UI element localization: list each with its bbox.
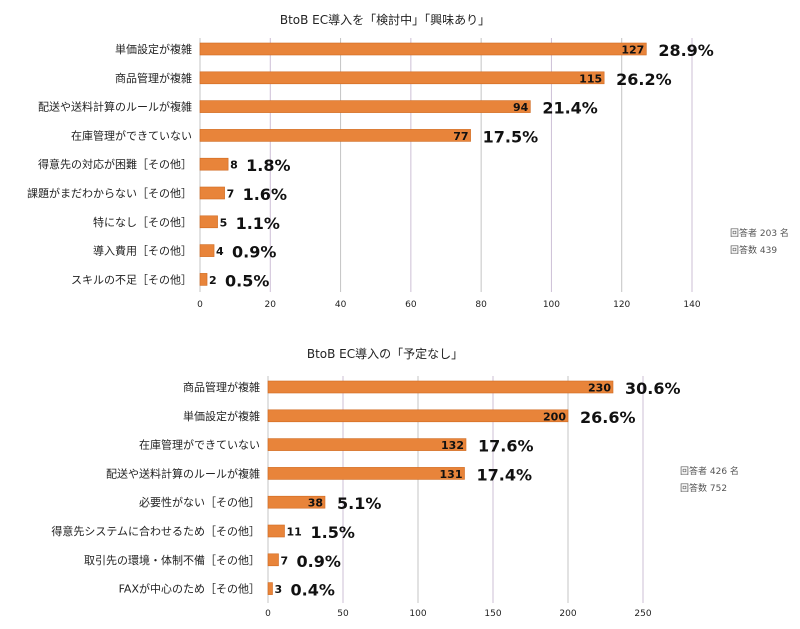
value-label: 94 <box>513 101 529 114</box>
percent-label: 0.5% <box>225 271 269 290</box>
bar <box>267 553 279 567</box>
percent-label: 5.1% <box>337 494 381 513</box>
x-tick-label: 140 <box>683 300 700 310</box>
category-label: 単価設定が複雑 <box>183 409 260 423</box>
chart-title: BtoB EC導入を「検討中」「興味あり」 <box>280 12 490 27</box>
x-tick-label: 0 <box>265 609 271 619</box>
bar <box>199 273 208 286</box>
value-label: 132 <box>441 439 464 452</box>
category-label: 得意先システムに合わせるため［その他］ <box>51 524 260 538</box>
category-label: 商品管理が複雑 <box>183 380 260 394</box>
value-label: 127 <box>621 44 644 57</box>
bar <box>199 157 229 171</box>
category-label: 必要性がない［その他］ <box>139 495 260 509</box>
percent-label: 0.4% <box>291 581 335 600</box>
percent-label: 1.1% <box>236 214 280 233</box>
x-tick-label: 0 <box>197 300 203 310</box>
respondent-note: 回答者 426 名 <box>680 465 739 477</box>
bar <box>267 467 465 480</box>
bar <box>199 129 471 142</box>
x-tick-label: 60 <box>405 300 417 310</box>
value-label: 4 <box>216 245 224 258</box>
value-label: 230 <box>588 382 611 395</box>
x-tick-label: 120 <box>613 300 630 310</box>
bar <box>267 524 285 538</box>
percent-label: 30.6% <box>625 379 681 398</box>
respondent-note: 回答数 439 <box>730 244 777 256</box>
bar <box>267 582 273 595</box>
category-label: 在庫管理ができていない <box>71 128 192 142</box>
percent-label: 1.6% <box>243 185 287 204</box>
value-label: 115 <box>579 72 602 85</box>
chart-title: BtoB EC導入の「予定なし」 <box>307 346 463 361</box>
x-tick-label: 250 <box>634 609 651 619</box>
value-label: 7 <box>227 188 235 201</box>
percent-label: 0.9% <box>297 552 341 571</box>
category-label: 配送や送料計算のルールが複雑 <box>38 100 192 114</box>
percent-label: 26.2% <box>616 70 672 89</box>
bar <box>199 71 605 85</box>
respondent-note: 回答者 203 名 <box>730 227 789 239</box>
value-label: 131 <box>440 468 463 481</box>
value-label: 2 <box>209 274 217 287</box>
x-tick-label: 80 <box>475 300 487 310</box>
value-label: 11 <box>287 526 302 539</box>
bar <box>199 215 218 229</box>
category-label: 得意先の対応が困難［その他］ <box>38 157 192 171</box>
category-label: 導入費用［その他］ <box>93 244 192 258</box>
value-label: 3 <box>275 583 283 596</box>
bar <box>267 438 467 451</box>
value-label: 7 <box>281 554 289 567</box>
percent-label: 17.6% <box>478 437 534 456</box>
percent-label: 28.9% <box>658 41 714 60</box>
bar <box>267 409 569 423</box>
value-label: 5 <box>220 216 228 229</box>
x-tick-label: 20 <box>265 300 277 310</box>
percent-label: 17.5% <box>483 127 539 146</box>
bar <box>267 380 614 394</box>
category-label: 特になし［その他］ <box>93 215 192 229</box>
respondent-note: 回答数 752 <box>680 482 727 494</box>
percent-label: 17.4% <box>477 465 533 484</box>
x-tick-label: 100 <box>543 300 560 310</box>
x-tick-label: 100 <box>409 609 426 619</box>
percent-label: 0.9% <box>232 243 276 262</box>
value-label: 38 <box>308 497 323 510</box>
x-tick-label: 150 <box>484 609 501 619</box>
x-tick-label: 200 <box>559 609 576 619</box>
category-label: スキルの不足［その他］ <box>71 273 192 286</box>
category-label: 配送や送料計算のルールが複雑 <box>106 466 260 480</box>
bar <box>199 100 531 113</box>
bar <box>199 186 225 200</box>
category-label: 単価設定が複雑 <box>115 42 192 56</box>
bar <box>267 495 326 509</box>
percent-label: 26.6% <box>580 408 636 427</box>
category-label: FAXが中心のため［その他］ <box>119 582 260 596</box>
value-label: 8 <box>230 159 238 172</box>
percent-label: 21.4% <box>542 99 598 118</box>
x-tick-label: 50 <box>337 609 349 619</box>
percent-label: 1.5% <box>311 523 355 542</box>
bar <box>199 244 215 257</box>
percent-label: 1.8% <box>246 156 290 175</box>
category-label: 取引先の環境・体制不備［その他］ <box>84 553 260 567</box>
bar <box>199 42 647 56</box>
category-label: 商品管理が複雑 <box>115 71 192 85</box>
value-label: 77 <box>453 130 468 143</box>
category-label: 課題がまだわからない［その他］ <box>27 186 192 200</box>
x-tick-label: 40 <box>335 300 347 310</box>
category-label: 在庫管理ができていない <box>139 438 260 452</box>
value-label: 200 <box>543 410 566 423</box>
